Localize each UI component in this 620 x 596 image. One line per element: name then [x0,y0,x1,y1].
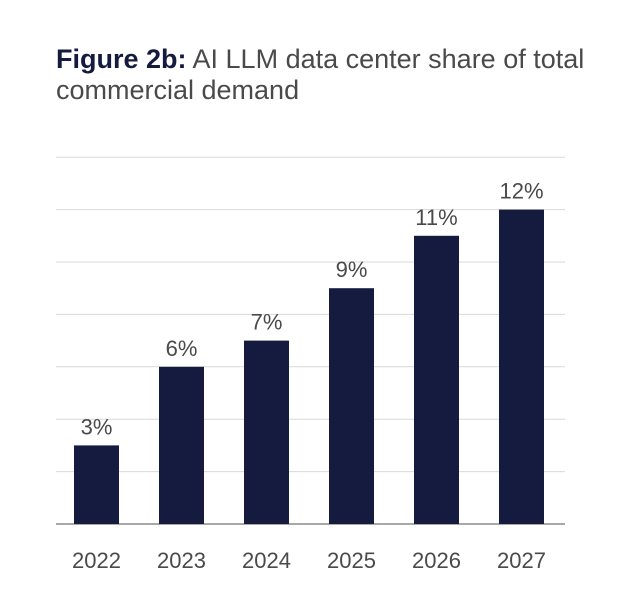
value-label-2025: 9% [336,257,368,282]
value-label-2026: 11% [415,205,457,230]
value-label-2024: 7% [251,310,283,335]
bar-2027 [499,209,544,524]
x-tick-label-2027: 2027 [497,548,546,573]
bar-2022 [74,445,119,524]
x-axis-tick-labels: 2022 2023 2024 2025 2026 2027 [72,548,546,573]
x-tick-label-2026: 2026 [412,548,461,573]
figure-label: Figure 2b: [56,44,187,74]
x-tick-label-2023: 2023 [157,548,206,573]
bar-2025 [329,288,374,524]
value-label-2023: 6% [166,336,198,361]
chart-title: Figure 2b: AI LLM data center share of t… [56,44,596,106]
chart-gridlines [56,156,565,525]
x-tick-label-2025: 2025 [327,548,376,573]
x-tick-label-2022: 2022 [72,548,121,573]
bar-2023 [159,366,204,524]
value-label-2027: 12% [499,179,543,204]
value-label-2022: 3% [81,414,113,439]
chart-value-labels: 3% 6% 7% 9% 11% 12% [81,179,544,440]
bar-2024 [244,340,289,524]
chart-bars [74,209,544,525]
chart-title-text: AI LLM data center share of total commer… [56,44,585,105]
x-tick-label-2024: 2024 [242,548,291,573]
bar-2026 [414,235,459,525]
